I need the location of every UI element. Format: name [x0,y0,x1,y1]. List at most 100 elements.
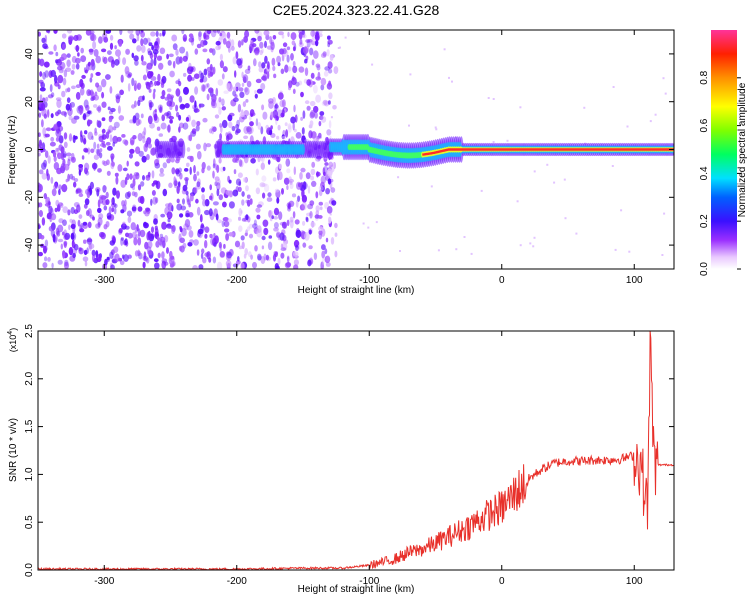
spectrogram-noise-cell [310,72,315,79]
spectrogram-noise-cell [201,194,205,201]
spectrogram-noise-cell [256,214,261,220]
spectrogram-noise-cell [44,70,50,78]
spectrogram-noise-cell [148,100,153,105]
spectrogram-noise-cell [212,66,216,75]
spectrogram-noise-cell [262,192,266,199]
spectrogram-noise-cell [140,54,144,62]
spectrogram-noise-cell [285,158,291,167]
spectrogram-noise-cell [107,130,111,134]
spectrogram-noise-cell [293,128,297,133]
spectrogram-noise-cell [309,47,314,56]
spectrogram-noise-cell [318,215,323,219]
spectrogram-noise-cell [274,104,279,109]
spectrogram-noise-cell [553,181,556,184]
spectrogram-noise-cell [492,98,495,100]
spectrogram-y-tick-label: -20 [24,190,35,205]
spectrogram-noise-cell [39,87,46,92]
spectrogram-y-ticks: -40 -20 0 20 40 [24,48,674,252]
spectrogram-noise-cell [57,65,63,71]
spectrogram-noise-cell [69,102,72,112]
snr-x-label: Height of straight line (km) [298,584,415,595]
spectrogram-noise-cell [277,257,281,265]
spectrogram-noise-cell [268,210,272,218]
spectrogram-noise-cell [307,39,313,43]
spectrogram-noise-cell [649,120,652,123]
spectrogram-noise-cell [53,30,58,34]
spectrogram-noise-cell [184,103,190,109]
spectrogram-noise-cell [175,169,181,177]
spectrogram-noise-cell [306,105,311,111]
spectrogram-noise-cell [221,220,225,228]
spectrogram-noise-cell [463,236,466,238]
spectrogram-noise-cell [221,119,228,129]
spectrogram-noise-cell [448,76,450,79]
spectrogram-noise-cell [200,224,205,232]
spectrogram-noise-cell [143,127,147,136]
spectrogram-noise-cell [124,192,131,199]
spectrogram-noise-cell [153,218,158,225]
spectrogram-noise-cell [151,190,156,196]
spectrogram-noise-cell [64,261,69,269]
spectrogram-noise-cell [96,188,100,197]
spectrogram-noise-cell [295,81,300,87]
spectrogram-noise-cell [228,179,232,184]
spectrogram-noise-cell [175,80,180,85]
spectrogram-noise-cell [287,31,290,38]
spectrogram-noise-cell [272,109,278,119]
spectrogram-noise-cell [75,91,81,100]
spectrogram-noise-cell [179,56,183,64]
spectrogram-noise-cell [214,237,219,243]
spectrogram-noise-cell [241,39,244,46]
spectrogram-noise-cell [158,133,163,137]
spectrogram-noise-cell [71,234,75,240]
spectrogram-noise-cell [97,168,102,173]
snr-panel: -300 -200 -100 0 100 0.0 0.5 1.0 1.5 2.0 2.5 Heig… [7,324,675,595]
spectrogram-noise-cell [202,199,207,207]
spectrogram-noise-cell [178,126,181,133]
spectrogram-x-tick-label: -200 [227,275,247,286]
spectrogram-noise-cell [125,232,130,238]
spectrogram-noise-cell [70,223,76,229]
spectrogram-noise-cell [153,116,160,124]
spectrogram-noise-cell [308,229,312,235]
spectrogram-noise-cell [284,262,291,269]
spectrogram-noise-cell [109,42,114,50]
spectrogram-noise-cell [124,66,130,75]
spectrogram-noise-cell [193,73,200,79]
spectrogram-noise-cell [214,181,218,187]
spectrogram-noise-cell [38,58,41,66]
spectrogram-noise-cell [191,119,197,128]
spectrogram-noise-cell [240,210,243,214]
spectrogram-noise-cell [219,251,226,259]
spectrogram-noise-cell [249,121,254,127]
spectrogram-noise-cell [286,185,289,190]
spectrogram-noise-cell [233,169,237,175]
spectrogram-noise-cell [55,136,60,142]
spectrogram-noise-cell [256,225,262,234]
spectrogram-noise-cell [45,96,49,102]
spectrogram-noise-cell [301,181,308,190]
spectrogram-noise-cell [87,147,91,155]
spectrogram-noise-cell [244,87,248,93]
spectrogram-noise-cell [159,55,163,61]
spectrogram-noise-cell [241,199,245,206]
spectrogram-noise-cell [242,101,247,108]
spectrogram-noise-cell [250,113,253,117]
spectrogram-noise-cell [141,45,146,53]
spectrogram-noise-cell [42,127,47,136]
spectrogram-noise-cell [167,60,172,66]
spectrogram-noise-cell [516,200,519,203]
spectrogram-noise-cell [297,195,301,202]
spectrogram-noise-cell [182,198,185,205]
spectrogram-noise-cell [254,90,257,94]
spectrogram-noise-cell [97,207,102,213]
spectrogram-noise-cell [83,239,87,244]
figure-title: C2E5.2024.323.22.41.G28 [273,2,440,18]
spectrogram-noise-cell [188,230,194,238]
spectrogram-noise-cell [455,248,458,251]
spectrogram-noise-cell [66,97,71,103]
spectrogram-noise-cell [654,113,657,116]
spectrogram-noise-cell [259,182,266,188]
spectrogram-noise-cell [265,124,270,130]
spectrogram-noise-cell [242,177,247,183]
